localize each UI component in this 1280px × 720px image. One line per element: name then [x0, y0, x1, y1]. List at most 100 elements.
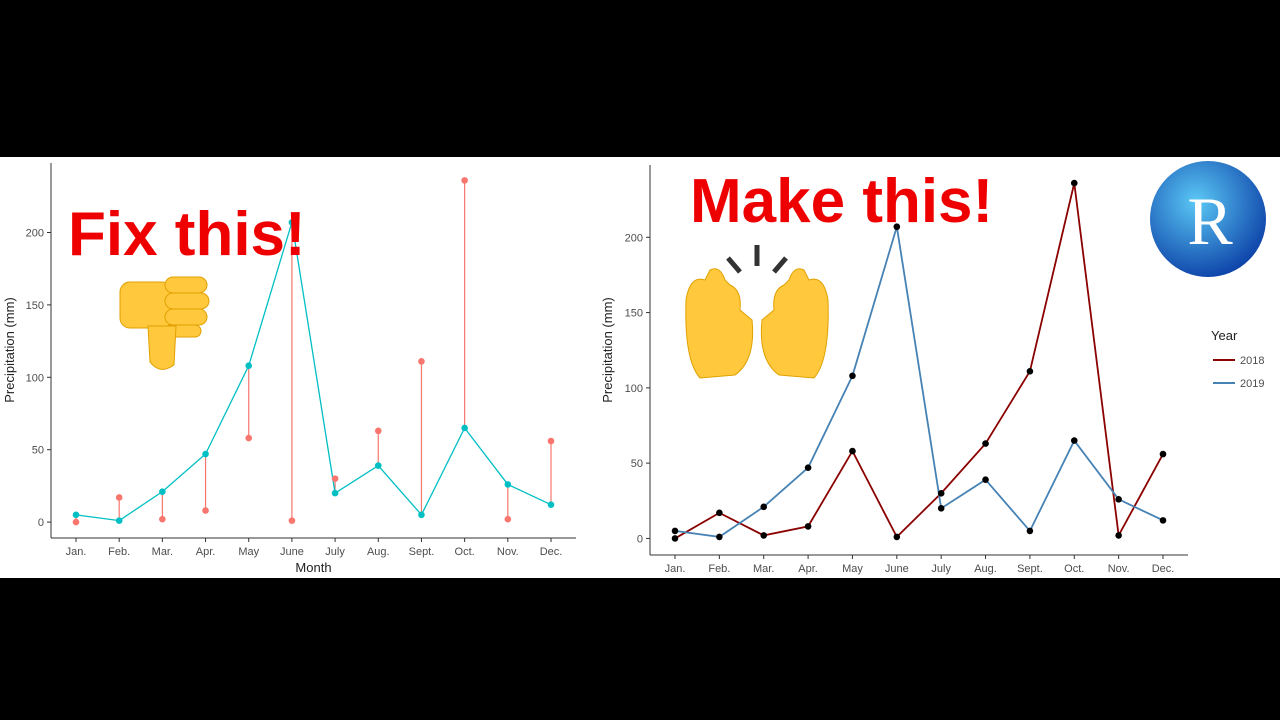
x-tick-label: June [885, 563, 909, 575]
x-tick-label: Dec. [540, 546, 563, 558]
data-point [1070, 179, 1078, 187]
data-point [1026, 367, 1034, 375]
data-point [893, 223, 901, 231]
y-axis-title: Precipitation (mm) [2, 297, 17, 402]
x-tick-label: Apr. [196, 546, 216, 558]
data-point [374, 462, 382, 469]
data-point [1159, 517, 1167, 524]
y-tick-label: 150 [26, 300, 44, 312]
x-tick-label: Dec. [1152, 563, 1175, 575]
x-tick-label: Mar. [152, 546, 173, 558]
r-logo [1150, 161, 1266, 277]
data-point [671, 527, 679, 535]
data-point [849, 372, 856, 380]
x-tick-label: June [280, 546, 304, 558]
thumbs-down-emoji [119, 276, 210, 370]
data-point [547, 501, 555, 508]
canvas [0, 157, 1280, 578]
data-point [1115, 495, 1122, 503]
data-point [245, 362, 253, 370]
x-tick-label: Apr. [798, 563, 818, 575]
legend-label: 2019 [1240, 378, 1264, 390]
x-tick-label: Feb. [108, 546, 130, 558]
x-tick-label: Feb. [708, 563, 730, 575]
x-tick-label: Oct. [1064, 563, 1084, 575]
data-point [72, 518, 80, 526]
data-point [461, 177, 468, 184]
x-tick-label: Jan. [66, 546, 87, 558]
annotation: Make this! [690, 167, 993, 236]
y-tick-label: 100 [625, 383, 643, 395]
x-tick-label: Mar. [753, 563, 774, 575]
x-tick-label: July [931, 563, 951, 575]
x-tick-label: Aug. [367, 546, 390, 558]
y-tick-label: 0 [38, 517, 44, 529]
data-point [982, 476, 989, 484]
series-line [674, 182, 1164, 540]
x-tick-label: Nov. [1108, 563, 1130, 575]
data-point [159, 515, 166, 523]
data-point [937, 489, 945, 497]
data-point [1070, 437, 1078, 444]
data-point [115, 494, 123, 501]
data-point [1026, 527, 1034, 535]
data-point [716, 533, 723, 541]
data-point [504, 481, 512, 488]
data-point [760, 532, 768, 539]
y-tick-label: 200 [26, 227, 44, 239]
x-tick-label: May [842, 563, 863, 575]
data-point [418, 358, 425, 365]
data-point [804, 523, 812, 530]
r-logo-text: R [1187, 183, 1233, 259]
x-tick-label: Jan. [665, 563, 686, 575]
data-point [671, 535, 679, 542]
data-point [982, 440, 989, 447]
y-tick-label: 200 [625, 232, 643, 244]
data-point [245, 434, 253, 442]
data-point [288, 517, 296, 524]
data-point [804, 464, 812, 471]
data-point [202, 450, 209, 458]
data-point [937, 505, 945, 512]
data-point [72, 511, 80, 519]
x-tick-label: Nov. [497, 546, 519, 558]
y-axis-title: Precipitation (mm) [600, 297, 615, 402]
data-point [331, 475, 339, 482]
data-point [374, 427, 382, 435]
legend-title: Year [1211, 328, 1238, 343]
data-point [461, 424, 468, 432]
data-point [115, 517, 123, 524]
x-tick-label: Sept. [1017, 563, 1043, 575]
y-tick-label: 100 [26, 372, 44, 384]
data-point [202, 507, 209, 514]
data-point [1159, 450, 1167, 458]
y-tick-label: 50 [631, 458, 643, 470]
y-tick-label: 50 [32, 445, 44, 457]
x-tick-label: Aug. [974, 563, 997, 575]
legend-label: 2018 [1240, 355, 1264, 367]
data-point [849, 447, 856, 455]
series-line [75, 222, 552, 522]
x-tick-label: Oct. [455, 546, 475, 558]
x-tick-label: July [325, 546, 345, 558]
data-point [760, 503, 768, 511]
data-point [893, 533, 901, 541]
data-point [331, 489, 339, 497]
data-point [547, 437, 555, 445]
raised-hands-emoji [685, 245, 829, 379]
data-point [504, 515, 512, 523]
series-line [674, 226, 1164, 538]
y-tick-label: 0 [637, 533, 643, 545]
y-tick-label: 150 [625, 308, 643, 320]
x-axis-title: Month [295, 560, 331, 575]
data-point [159, 488, 166, 495]
annotation: Fix this! [68, 200, 306, 269]
data-point [716, 509, 723, 517]
data-point [1115, 532, 1122, 539]
data-point [418, 511, 425, 519]
x-tick-label: May [238, 546, 259, 558]
data-point [288, 219, 296, 226]
x-tick-label: Sept. [409, 546, 435, 558]
